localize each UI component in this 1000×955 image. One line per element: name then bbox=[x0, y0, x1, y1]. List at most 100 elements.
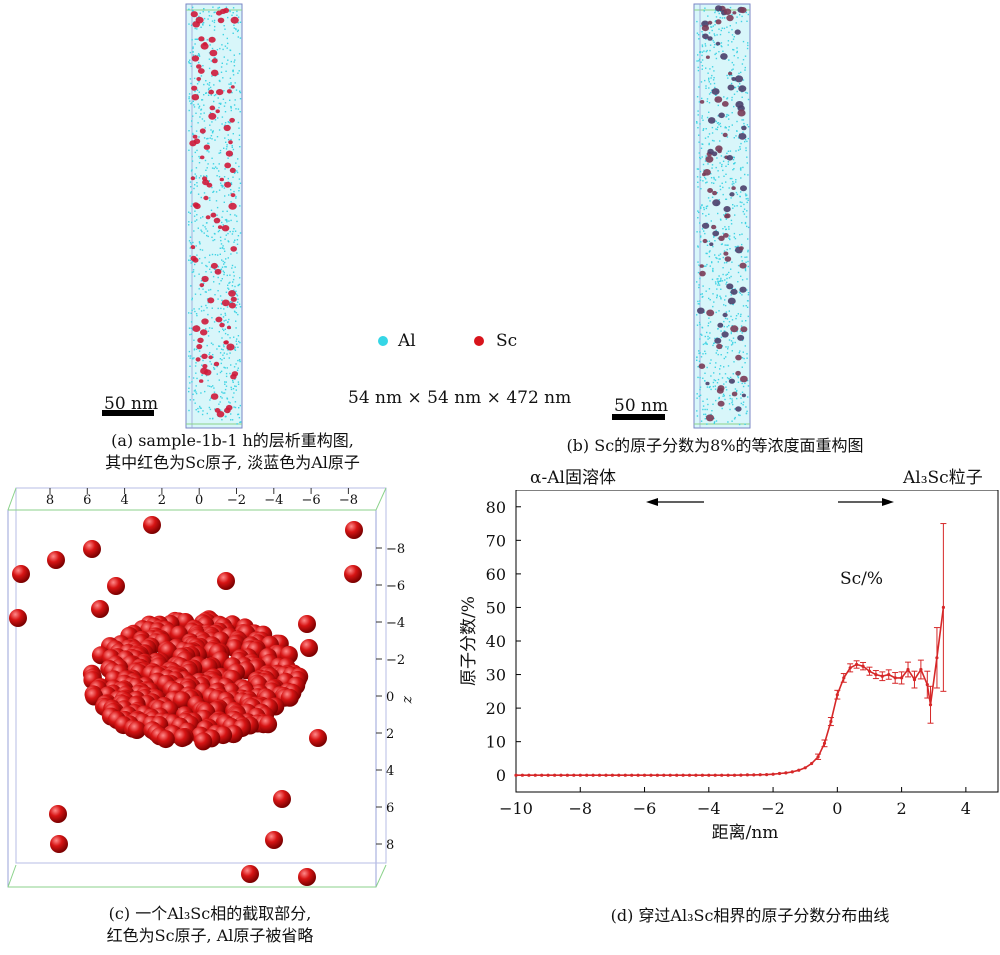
b-al-atom bbox=[707, 322, 710, 324]
b-al-atom bbox=[725, 311, 728, 313]
b-al-atom bbox=[705, 215, 707, 217]
a-al-atom bbox=[188, 61, 190, 63]
chart-x-tick-label: −10 bbox=[499, 799, 533, 818]
a-al-atom bbox=[215, 191, 218, 193]
data-point bbox=[935, 656, 939, 660]
a-sc-particle bbox=[217, 17, 225, 24]
b-al-atom bbox=[705, 155, 707, 157]
a-al-atom bbox=[230, 105, 232, 108]
a-al-atom bbox=[189, 100, 191, 102]
b-al-atom bbox=[737, 85, 739, 87]
a-al-atom bbox=[206, 234, 208, 237]
b-al-atom bbox=[736, 47, 738, 49]
b-al-atom bbox=[717, 261, 719, 263]
a-al-atom bbox=[192, 54, 195, 56]
b-al-atom bbox=[741, 260, 743, 262]
a-al-atom bbox=[203, 309, 205, 312]
data-point bbox=[681, 773, 685, 777]
a-al-atom bbox=[236, 304, 238, 306]
a-sc-particle bbox=[210, 393, 219, 400]
a-al-atom bbox=[191, 381, 193, 383]
a-sc-particle bbox=[201, 275, 209, 283]
b-al-atom bbox=[728, 237, 730, 239]
scale-bar-a bbox=[102, 410, 154, 416]
a-al-atom bbox=[212, 130, 214, 132]
data-point bbox=[880, 674, 884, 678]
b-al-atom bbox=[717, 378, 720, 381]
b-al-atom bbox=[725, 116, 727, 118]
b-al-atom bbox=[744, 69, 746, 71]
a-al-atom bbox=[213, 84, 215, 86]
data-point bbox=[887, 673, 891, 677]
b-al-atom bbox=[710, 177, 713, 179]
b-al-atom bbox=[743, 357, 745, 360]
a-al-atom bbox=[214, 119, 217, 121]
a-al-atom bbox=[197, 122, 199, 124]
b-al-atom bbox=[705, 67, 707, 69]
a-al-atom bbox=[190, 125, 193, 128]
a-al-atom bbox=[200, 280, 203, 282]
b-al-atom bbox=[726, 74, 728, 77]
a-al-atom bbox=[234, 285, 236, 288]
a-sc-particle bbox=[230, 246, 237, 252]
a-al-atom bbox=[238, 407, 240, 409]
b-al-atom bbox=[697, 210, 699, 212]
a-al-atom bbox=[231, 144, 233, 147]
b-al-atom bbox=[736, 330, 738, 333]
b-al-atom bbox=[725, 295, 727, 297]
a-al-atom bbox=[198, 53, 200, 55]
b-sc-particle bbox=[731, 186, 736, 191]
b-al-atom bbox=[740, 256, 743, 258]
b-al-atom bbox=[747, 174, 749, 176]
b-al-atom bbox=[736, 389, 738, 392]
a-al-atom bbox=[222, 316, 225, 318]
b-al-atom bbox=[731, 99, 733, 101]
b-sc-particle bbox=[714, 337, 722, 344]
b-al-atom bbox=[701, 51, 704, 53]
a-al-atom bbox=[232, 176, 234, 178]
b-al-atom bbox=[719, 33, 722, 36]
a-sc-particle bbox=[195, 357, 201, 362]
b-al-atom bbox=[701, 31, 703, 33]
b-al-atom bbox=[696, 281, 698, 283]
data-point bbox=[617, 773, 621, 777]
b-al-atom bbox=[747, 42, 749, 44]
b-al-atom bbox=[713, 236, 715, 238]
a-sc-particle bbox=[210, 212, 217, 218]
a-al-atom bbox=[227, 42, 229, 45]
b-sc-particle bbox=[715, 5, 723, 12]
series-sc bbox=[514, 523, 947, 777]
b-al-atom bbox=[745, 91, 747, 94]
a-al-atom bbox=[218, 331, 220, 333]
a-al-atom bbox=[226, 220, 228, 222]
b-al-atom bbox=[705, 128, 707, 130]
b-al-atom bbox=[705, 178, 707, 180]
a-al-atom bbox=[201, 230, 203, 233]
a-al-atom bbox=[224, 137, 226, 139]
b-al-atom bbox=[729, 150, 732, 152]
b-al-atom bbox=[697, 34, 700, 36]
b-al-atom bbox=[712, 293, 714, 295]
b-al-atom bbox=[733, 137, 735, 139]
b-al-atom bbox=[729, 248, 731, 250]
b-al-atom bbox=[717, 126, 719, 128]
a-al-atom bbox=[196, 149, 198, 152]
a-sc-particle bbox=[228, 140, 233, 145]
a-al-atom bbox=[189, 59, 191, 61]
a-al-atom bbox=[191, 160, 194, 162]
a-al-atom bbox=[205, 169, 207, 171]
b-sc-particle bbox=[723, 251, 729, 256]
a-al-atom bbox=[232, 74, 235, 76]
a-al-atom bbox=[198, 241, 201, 243]
b-al-atom bbox=[717, 104, 719, 107]
a-al-atom bbox=[206, 176, 208, 178]
b-al-atom bbox=[725, 386, 727, 388]
b-al-atom bbox=[715, 256, 717, 259]
b-al-atom bbox=[710, 91, 712, 94]
b-sc-particle bbox=[697, 307, 705, 314]
b-al-atom bbox=[706, 181, 708, 183]
a-sc-particle bbox=[226, 343, 235, 351]
a-al-atom bbox=[237, 158, 239, 160]
b-al-atom bbox=[710, 26, 712, 28]
b-sc-particle bbox=[702, 33, 709, 40]
